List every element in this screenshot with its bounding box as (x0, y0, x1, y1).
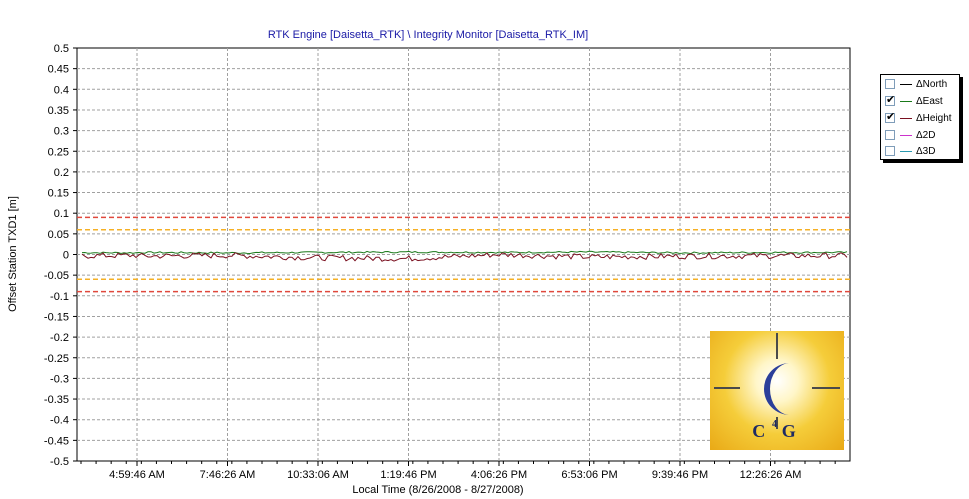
legend-swatch-east (900, 100, 912, 102)
c4g-logo: C G 4 (710, 331, 844, 450)
y-tick-label: -0.1 (50, 291, 69, 303)
grid (77, 48, 850, 461)
legend-swatch-2d (900, 134, 912, 136)
y-tick-label: 0.5 (54, 43, 69, 55)
y-tick-label: 0.45 (48, 64, 69, 76)
y-tick-label: -0.25 (44, 353, 69, 365)
logo-text: C G (752, 421, 802, 441)
legend-label-east: ΔEast (916, 95, 943, 107)
threshold-lines (77, 216, 850, 293)
legend-item-north[interactable]: ΔNorth (885, 76, 959, 92)
legend-item-2d[interactable]: Δ2D (885, 127, 959, 143)
y-tick-label: 0.1 (54, 208, 69, 220)
x-tick-label: 1:19:46 PM (380, 469, 436, 481)
x-tick-label: 6:53:06 PM (561, 469, 617, 481)
logo-superscript: 4 (772, 419, 777, 430)
series-line-east (81, 250, 848, 255)
y-tick-label: 0.3 (54, 126, 69, 138)
y-tick-label: -0.2 (50, 332, 69, 344)
x-axis-label: Local Time (8/26/2008 - 8/27/2008) (352, 484, 523, 496)
y-tick-label: -0.4 (50, 415, 69, 427)
legend-checkbox-3d[interactable] (885, 146, 895, 156)
y-tick-label: 0.2 (54, 167, 69, 179)
legend-checkbox-east[interactable]: ✔ (885, 94, 896, 106)
logo-graphic (714, 333, 840, 429)
y-tick-label: 0.4 (54, 84, 69, 96)
x-tick-label: 9:39:46 PM (652, 469, 708, 481)
y-tick-label: -0.15 (44, 311, 69, 323)
legend-item-3d[interactable]: Δ3D (885, 143, 959, 159)
y-tick-label: 0.35 (48, 105, 69, 117)
series-line-height (81, 252, 848, 262)
legend-checkbox-2d[interactable] (885, 130, 895, 140)
y-tick-label: 0.05 (48, 229, 69, 241)
y-tick-label: -0.05 (44, 270, 69, 282)
x-tick-label: 10:33:06 AM (287, 469, 349, 481)
legend-label-height: ΔHeight (916, 112, 952, 124)
legend-label-3d: Δ3D (916, 145, 936, 157)
x-tick-label: 7:46:26 AM (200, 469, 256, 481)
y-tick-label: -0.3 (50, 373, 69, 385)
y-tick-label: 0 (63, 250, 69, 262)
legend-checkbox-north[interactable] (885, 79, 895, 89)
legend-label-2d: Δ2D (916, 129, 936, 141)
legend-item-east[interactable]: ✔ ΔEast (885, 93, 959, 109)
y-tick-label: 0.25 (48, 146, 69, 158)
chart-title: RTK Engine [Daisetta_RTK] \ Integrity Mo… (268, 29, 588, 41)
y-tick-label: -0.45 (44, 435, 69, 447)
legend-swatch-height (900, 117, 912, 119)
x-tick-label: 4:06:26 PM (471, 469, 527, 481)
x-tick-label: 4:59:46 AM (109, 469, 165, 481)
y-tick-label: 0.15 (48, 188, 69, 200)
legend: ΔNorth ✔ ΔEast ✔ ΔHeight Δ2D Δ3D (880, 74, 960, 160)
check-icon: ✔ (886, 111, 896, 123)
y-tick-label: -0.35 (44, 394, 69, 406)
y-axis-label: Offset Station TXD1 [m] (7, 196, 19, 312)
y-axis: 0.5 0.45 0.4 0.35 0.3 0.25 0.2 0.15 0.1 0.05 0 -0.0… (44, 43, 77, 468)
y-tick-label: -0.5 (50, 456, 69, 468)
series-lines (81, 250, 848, 262)
x-tick-label: 12:26:26 AM (740, 469, 802, 481)
legend-checkbox-height[interactable]: ✔ (885, 111, 896, 123)
x-axis: 4:59:46 AM 7:46:26 AM 10:33:06 AM 1:19:46 P… (80, 461, 836, 481)
legend-item-height[interactable]: ✔ ΔHeight (885, 110, 959, 126)
legend-swatch-north (900, 83, 912, 85)
legend-label-north: ΔNorth (916, 78, 948, 90)
legend-swatch-3d (900, 150, 912, 152)
check-icon: ✔ (886, 94, 896, 106)
